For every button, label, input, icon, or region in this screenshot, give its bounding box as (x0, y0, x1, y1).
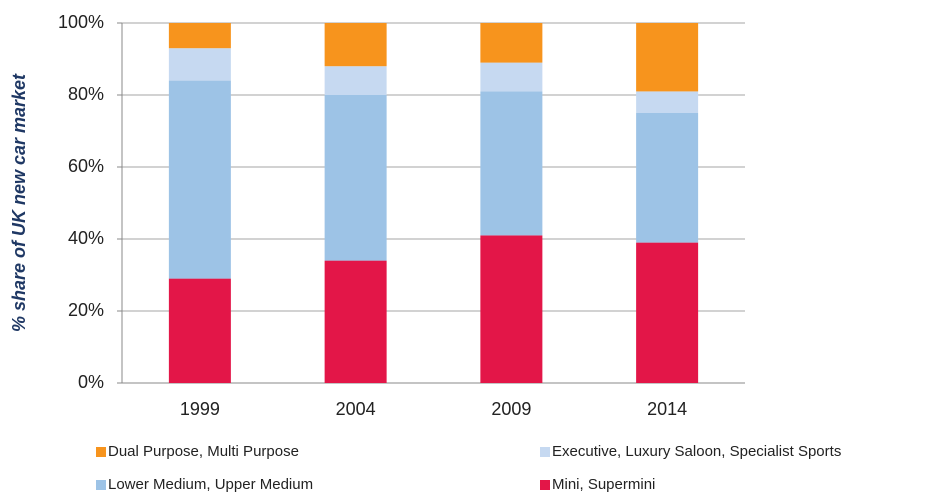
legend-swatch (96, 447, 106, 457)
bar-segment (168, 80, 231, 279)
bar-segment (636, 91, 699, 113)
bar-segment (480, 23, 543, 63)
bar-segment (480, 62, 543, 92)
y-tick-label: 100% (58, 12, 104, 32)
legend-label: Dual Purpose, Multi Purpose (108, 443, 299, 460)
y-tick-label: 0% (78, 372, 104, 392)
y-tick-label: 60% (68, 156, 104, 176)
legend-label: Executive, Luxury Saloon, Specialist Spo… (552, 443, 841, 460)
legend-swatch (96, 480, 106, 490)
x-tick-label: 2014 (647, 399, 687, 419)
legend-label: Mini, Supermini (552, 476, 655, 493)
x-tick-label: 2004 (336, 399, 376, 419)
legend-swatch (540, 447, 550, 457)
bar-segment (480, 235, 543, 383)
bar-segment (168, 278, 231, 383)
bar-segment (480, 91, 543, 236)
bar-segment (636, 23, 699, 92)
bar-segment (324, 95, 387, 261)
bar-segment (324, 260, 387, 383)
bar-segment (636, 113, 699, 243)
bar-segment (324, 23, 387, 67)
bar-segment (168, 23, 231, 49)
legend-swatch (540, 480, 550, 490)
legend-label: Lower Medium, Upper Medium (108, 476, 313, 493)
y-tick-label: 40% (68, 228, 104, 248)
x-tick-label: 1999 (180, 399, 220, 419)
y-axis-label: % share of UK new car market (9, 73, 29, 332)
bar-segment (168, 48, 231, 81)
bar-segment (324, 66, 387, 95)
bar-segment (636, 242, 699, 383)
x-tick-label: 2009 (491, 399, 531, 419)
y-tick-label: 80% (68, 84, 104, 104)
y-tick-label: 20% (68, 300, 104, 320)
